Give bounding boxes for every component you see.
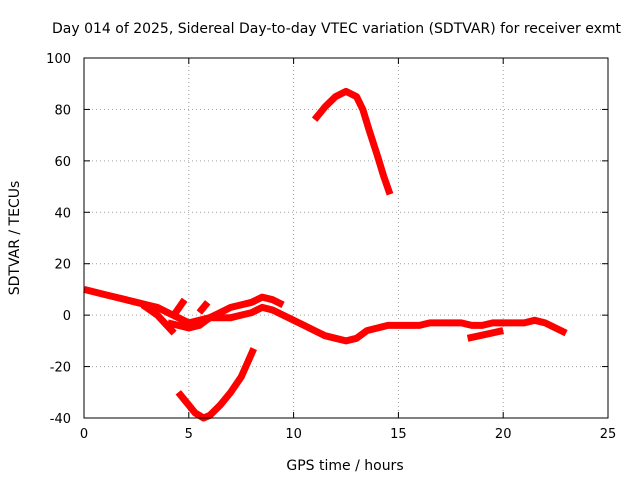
y-tick-label: 40 [54, 206, 71, 221]
plot-frame [83, 57, 609, 419]
series-spur-b [169, 297, 188, 320]
series-dip-arc [175, 347, 257, 422]
series-spur-a [140, 302, 177, 336]
x-tick-label: 0 [80, 427, 88, 442]
y-tick-label: 0 [63, 309, 71, 324]
series-spur-c [196, 300, 211, 315]
grid-layer [84, 58, 608, 418]
tick-layer: 0 5 10 15 20 25 -40 -20 0 20 40 60 80 100 [46, 52, 616, 442]
x-tick-label: 5 [185, 427, 193, 442]
x-tick-label: 10 [285, 427, 302, 442]
series-spur-d [466, 327, 504, 342]
chart-title: Day 014 of 2025, Sidereal Day-to-day VTE… [52, 21, 622, 37]
y-tick-label: 100 [46, 52, 71, 67]
y-tick-label: 60 [54, 155, 71, 170]
y-axis-label: SDTVAR / TECUs [7, 181, 23, 296]
y-tick-label: -20 [50, 361, 71, 376]
y-tick-label: 80 [54, 103, 71, 118]
x-tick-label: 20 [495, 427, 512, 442]
x-tick-label: 15 [390, 427, 407, 442]
x-tick-label: 25 [600, 427, 617, 442]
series-main-band [83, 286, 568, 345]
y-tick-label: 20 [54, 258, 71, 273]
series-rising-branch [166, 293, 285, 332]
x-axis-label: GPS time / hours [286, 458, 403, 474]
series-peak-arc [311, 87, 394, 196]
series-layer [83, 87, 568, 422]
y-tick-label: -40 [50, 412, 71, 427]
